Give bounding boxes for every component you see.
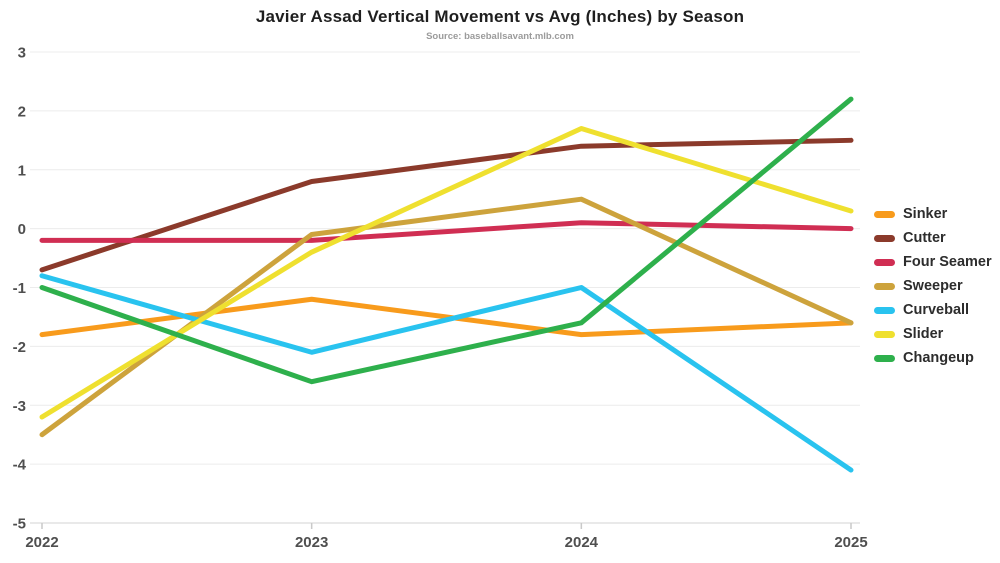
series-line-sinker[interactable] [39,296,854,338]
series-line-changeup[interactable] [39,96,854,385]
legend-item-sinker[interactable]: Sinker [874,202,992,226]
series-line-four-seamer[interactable] [39,220,854,243]
legend-label: Cutter [903,230,946,246]
legend-swatch-cutter [874,234,895,242]
series-line-cutter[interactable] [39,137,854,273]
y-axis-tick-label: 3 [18,45,26,62]
legend-swatch-four-seamer [874,258,895,266]
legend-label: Changeup [903,350,974,366]
legend-label: Curveball [903,302,970,318]
legend-label: Sinker [903,206,948,222]
legend-item-changeup[interactable]: Changeup [874,346,992,370]
y-axis-tick-label: -1 [13,280,26,297]
y-axis-tick-label: 2 [18,103,26,120]
legend-item-curveball[interactable]: Curveball [874,298,992,322]
x-axis-tick-label: 2022 [25,534,58,551]
chart-subtitle: Source: baseballsavant.mlb.com [426,31,574,42]
legend-label: Four Seamer [903,254,992,270]
x-axis-tick-label: 2025 [834,534,867,551]
y-axis-tick-label: -2 [13,339,26,356]
legend-item-cutter[interactable]: Cutter [874,226,992,250]
legend-swatch-curveball [874,306,895,314]
y-axis-tick-label: 1 [18,162,26,179]
y-axis-tick-label: -4 [13,457,27,474]
chart-title: Javier Assad Vertical Movement vs Avg (I… [255,7,745,26]
legend-swatch-sweeper [874,282,895,290]
x-axis-tick-label: 2024 [565,534,599,551]
y-axis-tick-label: -5 [13,516,26,533]
y-axis-tick-label: -3 [13,398,26,415]
legend-item-sweeper[interactable]: Sweeper [874,274,992,298]
y-axis-tick-label: 0 [18,221,26,238]
legend-swatch-changeup [874,354,895,362]
legend-item-four-seamer[interactable]: Four Seamer [874,250,992,274]
legend-swatch-sinker [874,210,895,218]
chart-legend: Sinker Cutter Four Seamer Sweeper Curveball S… [874,202,992,370]
legend-label: Slider [903,326,944,342]
legend-label: Sweeper [903,278,963,294]
legend-swatch-slider [874,330,895,338]
legend-item-slider[interactable]: Slider [874,322,992,346]
series-line-slider[interactable] [39,126,854,420]
series-line-curveball[interactable] [39,273,854,473]
x-axis-tick-label: 2023 [295,534,328,551]
